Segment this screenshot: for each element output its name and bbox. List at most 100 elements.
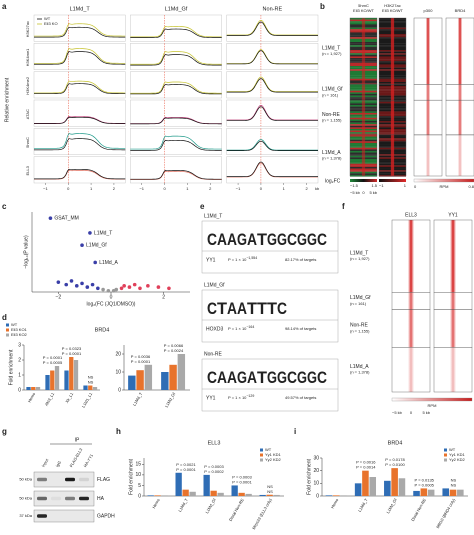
plot-frame: [130, 156, 222, 184]
group-count: (n = 161): [350, 301, 367, 306]
bar: [332, 495, 340, 496]
profile-line: [34, 168, 126, 180]
p-value: NS: [267, 489, 273, 494]
marker-label: 50 kDa: [19, 496, 32, 501]
legend-swatch: [6, 328, 9, 332]
bar: [26, 387, 31, 390]
bar: [31, 387, 36, 390]
bar: [83, 385, 88, 390]
p-value: P = 0.0016: [356, 460, 376, 465]
target-fraction: 49.57% of targets: [285, 395, 316, 400]
column-title: L1Md_T: [70, 6, 91, 12]
group-label: L1Md_T: [322, 46, 340, 52]
profile-line: [130, 84, 222, 95]
legend-label: Ell3 KO2: [11, 332, 28, 337]
p-exponent: −129: [246, 394, 254, 398]
x-tick-label: 0: [110, 294, 113, 300]
point: [119, 286, 124, 291]
x-tick-label: 1: [186, 186, 189, 191]
profile-line: [226, 49, 318, 64]
row-label: H3K27ac: [25, 21, 30, 37]
heatmap-center: [361, 134, 366, 176]
group-count: (n = 161): [322, 92, 339, 97]
x-tick-label: 2: [113, 186, 116, 191]
heatmap-center: [390, 134, 395, 176]
bar: [161, 372, 169, 390]
y-tick-label: 30: [313, 455, 319, 461]
bar: [457, 489, 464, 496]
profile-line: [130, 28, 222, 38]
profile-line: [130, 51, 222, 65]
x-tick-label: L1Md_Gf: [204, 497, 217, 515]
bar: [88, 385, 93, 390]
blot-label: FLAG: [97, 477, 110, 483]
x-tick-label: −1: [236, 186, 241, 191]
bar: [259, 494, 266, 496]
group-label: Non-RE: [350, 323, 368, 329]
y-tick-label: 10: [115, 369, 121, 375]
x-tick-label: Xlr_L1: [64, 391, 74, 404]
heatmap-center: [361, 100, 366, 135]
legend-swatch: [444, 453, 447, 457]
x-tick-label: 0: [410, 410, 413, 415]
p-value: P = 0.0100: [385, 462, 405, 467]
p-value: P = 0.0323: [62, 346, 82, 351]
p-value: P = 0.0001: [232, 480, 252, 485]
plot-frame: [33, 71, 126, 99]
legend-swatch: [260, 458, 263, 462]
profile-line: [34, 26, 126, 38]
point: [132, 282, 137, 287]
column-header: Ell3 KO/WT: [382, 8, 403, 13]
point: [114, 287, 119, 292]
panel-label: c: [2, 202, 7, 211]
motif-letter: T: [247, 299, 258, 318]
bar: [92, 387, 98, 390]
x-tick-label: Distal Non-RE: [410, 497, 427, 522]
plot-frame: [226, 156, 319, 184]
bar: [420, 488, 428, 496]
p-value: P = 0.0001: [62, 351, 82, 356]
point: [85, 285, 90, 289]
p-exponent: −1,554: [246, 256, 257, 260]
point-label: L1Md_T: [94, 230, 112, 236]
motif-box: [201, 289, 339, 343]
x-tick-label: Distal Non-RE: [228, 497, 245, 522]
panel-label: e: [200, 202, 205, 211]
motif-letter: C: [207, 230, 217, 249]
profile-line: [34, 133, 126, 149]
legend-label: Yy2 KD2: [265, 457, 282, 462]
p-value: P = 0.0003: [204, 464, 224, 469]
motif-letter: G: [277, 368, 287, 387]
group-label: L1Md_A: [350, 364, 369, 370]
p-value: NS: [451, 477, 457, 482]
motif-letter: A: [247, 230, 257, 249]
x-tick-label: −5 kb: [350, 190, 361, 195]
colorbar-tick: 0.8: [468, 184, 474, 189]
p-value: P = 0.0014: [356, 465, 376, 470]
band: [79, 477, 89, 482]
point-label: L1Md_Gf: [86, 243, 107, 249]
legend-label: Ell3 KO: [44, 21, 58, 26]
x-tick-label: Hemo: [330, 497, 340, 509]
point: [90, 282, 95, 287]
motif-letter: G: [297, 368, 307, 387]
plot-frame: [226, 43, 319, 70]
motif-letter: G: [237, 230, 247, 249]
point: [167, 286, 171, 291]
motif-letter: A: [227, 230, 237, 249]
profile-line: [226, 105, 318, 121]
profile-line: [130, 135, 222, 150]
legend-swatch: [6, 323, 9, 327]
profile-line: [226, 162, 318, 178]
chart-title: BRD4: [388, 440, 403, 446]
bar: [391, 468, 398, 496]
profile-line: [34, 169, 126, 180]
band: [51, 496, 61, 501]
point: [88, 231, 92, 235]
blot-label: HA: [97, 496, 105, 502]
p-value: NS: [88, 380, 94, 385]
colorbar-tick: 1: [404, 183, 407, 188]
blot: [33, 509, 95, 523]
panel-label: a: [2, 2, 7, 11]
bar: [136, 370, 144, 390]
